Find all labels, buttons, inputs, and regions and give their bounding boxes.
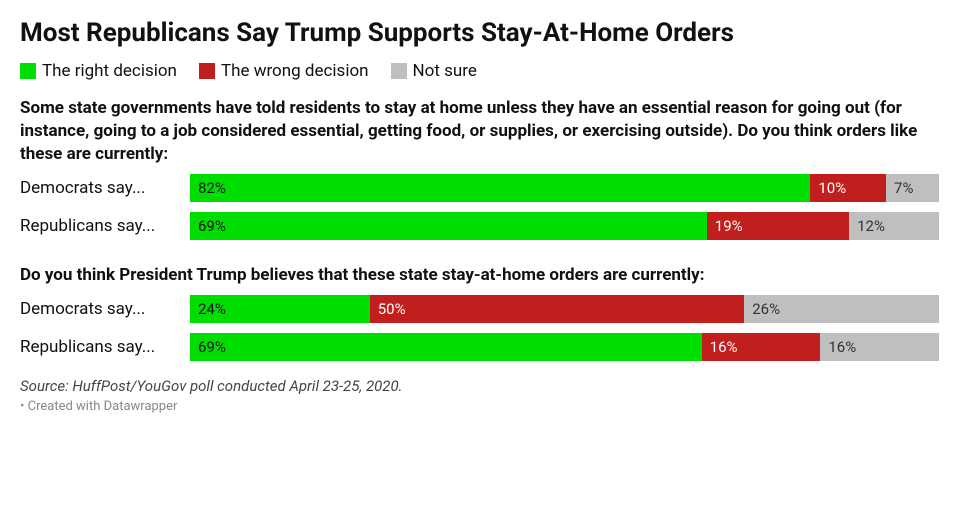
legend-label-notsure: Not sure bbox=[413, 61, 477, 81]
legend-item-wrong: The wrong decision bbox=[199, 61, 369, 81]
q1-dem-wrong-seg: 10% bbox=[810, 174, 886, 202]
q2-rep-right-seg: 69% bbox=[190, 333, 702, 361]
legend-swatch-right bbox=[20, 63, 36, 79]
q1-row-rep-label: Republicans say... bbox=[20, 216, 190, 236]
question-text-2: Do you think President Trump believes th… bbox=[20, 264, 939, 287]
q1-row-rep: Republicans say... 69% 19% 12% bbox=[20, 212, 939, 240]
credit-text: • Created with Datawrapper bbox=[20, 399, 939, 414]
q2-row-dem: Democrats say... 24% 50% 26% bbox=[20, 295, 939, 323]
q1-rep-wrong-seg: 19% bbox=[707, 212, 849, 240]
legend-label-right: The right decision bbox=[42, 61, 177, 81]
legend-swatch-wrong bbox=[199, 63, 215, 79]
q1-dem-notsure-seg: 7% bbox=[886, 174, 939, 202]
chart-title: Most Republicans Say Trump Supports Stay… bbox=[20, 18, 939, 49]
q2-row-rep: Republicans say... 69% 16% 16% bbox=[20, 333, 939, 361]
q1-row-rep-bar: 69% 19% 12% bbox=[190, 212, 939, 240]
legend-item-right: The right decision bbox=[20, 61, 177, 81]
q1-row-dem: Democrats say... 82% 10% 7% bbox=[20, 174, 939, 202]
source-text: Source: HuffPost/YouGov poll conducted A… bbox=[20, 377, 939, 395]
q2-dem-notsure-seg: 26% bbox=[744, 295, 939, 323]
q2-rep-wrong-seg: 16% bbox=[702, 333, 821, 361]
legend-item-notsure: Not sure bbox=[391, 61, 477, 81]
q2-row-dem-label: Democrats say... bbox=[20, 299, 190, 319]
question-block-2: Do you think President Trump believes th… bbox=[20, 264, 939, 361]
legend-label-wrong: The wrong decision bbox=[221, 61, 369, 81]
q2-dem-right-seg: 24% bbox=[190, 295, 370, 323]
q2-dem-wrong-seg: 50% bbox=[370, 295, 745, 323]
question-block-1: Some state governments have told residen… bbox=[20, 97, 939, 240]
legend: The right decision The wrong decision No… bbox=[20, 61, 939, 81]
q1-rep-notsure-seg: 12% bbox=[849, 212, 939, 240]
q2-row-rep-bar: 69% 16% 16% bbox=[190, 333, 939, 361]
q2-rep-notsure-seg: 16% bbox=[820, 333, 939, 361]
legend-swatch-notsure bbox=[391, 63, 407, 79]
q1-rep-right-seg: 69% bbox=[190, 212, 707, 240]
q1-row-dem-bar: 82% 10% 7% bbox=[190, 174, 939, 202]
q2-row-dem-bar: 24% 50% 26% bbox=[190, 295, 939, 323]
q1-dem-right-seg: 82% bbox=[190, 174, 810, 202]
q1-row-dem-label: Democrats say... bbox=[20, 178, 190, 198]
question-text-1: Some state governments have told residen… bbox=[20, 97, 939, 166]
q2-row-rep-label: Republicans say... bbox=[20, 337, 190, 357]
